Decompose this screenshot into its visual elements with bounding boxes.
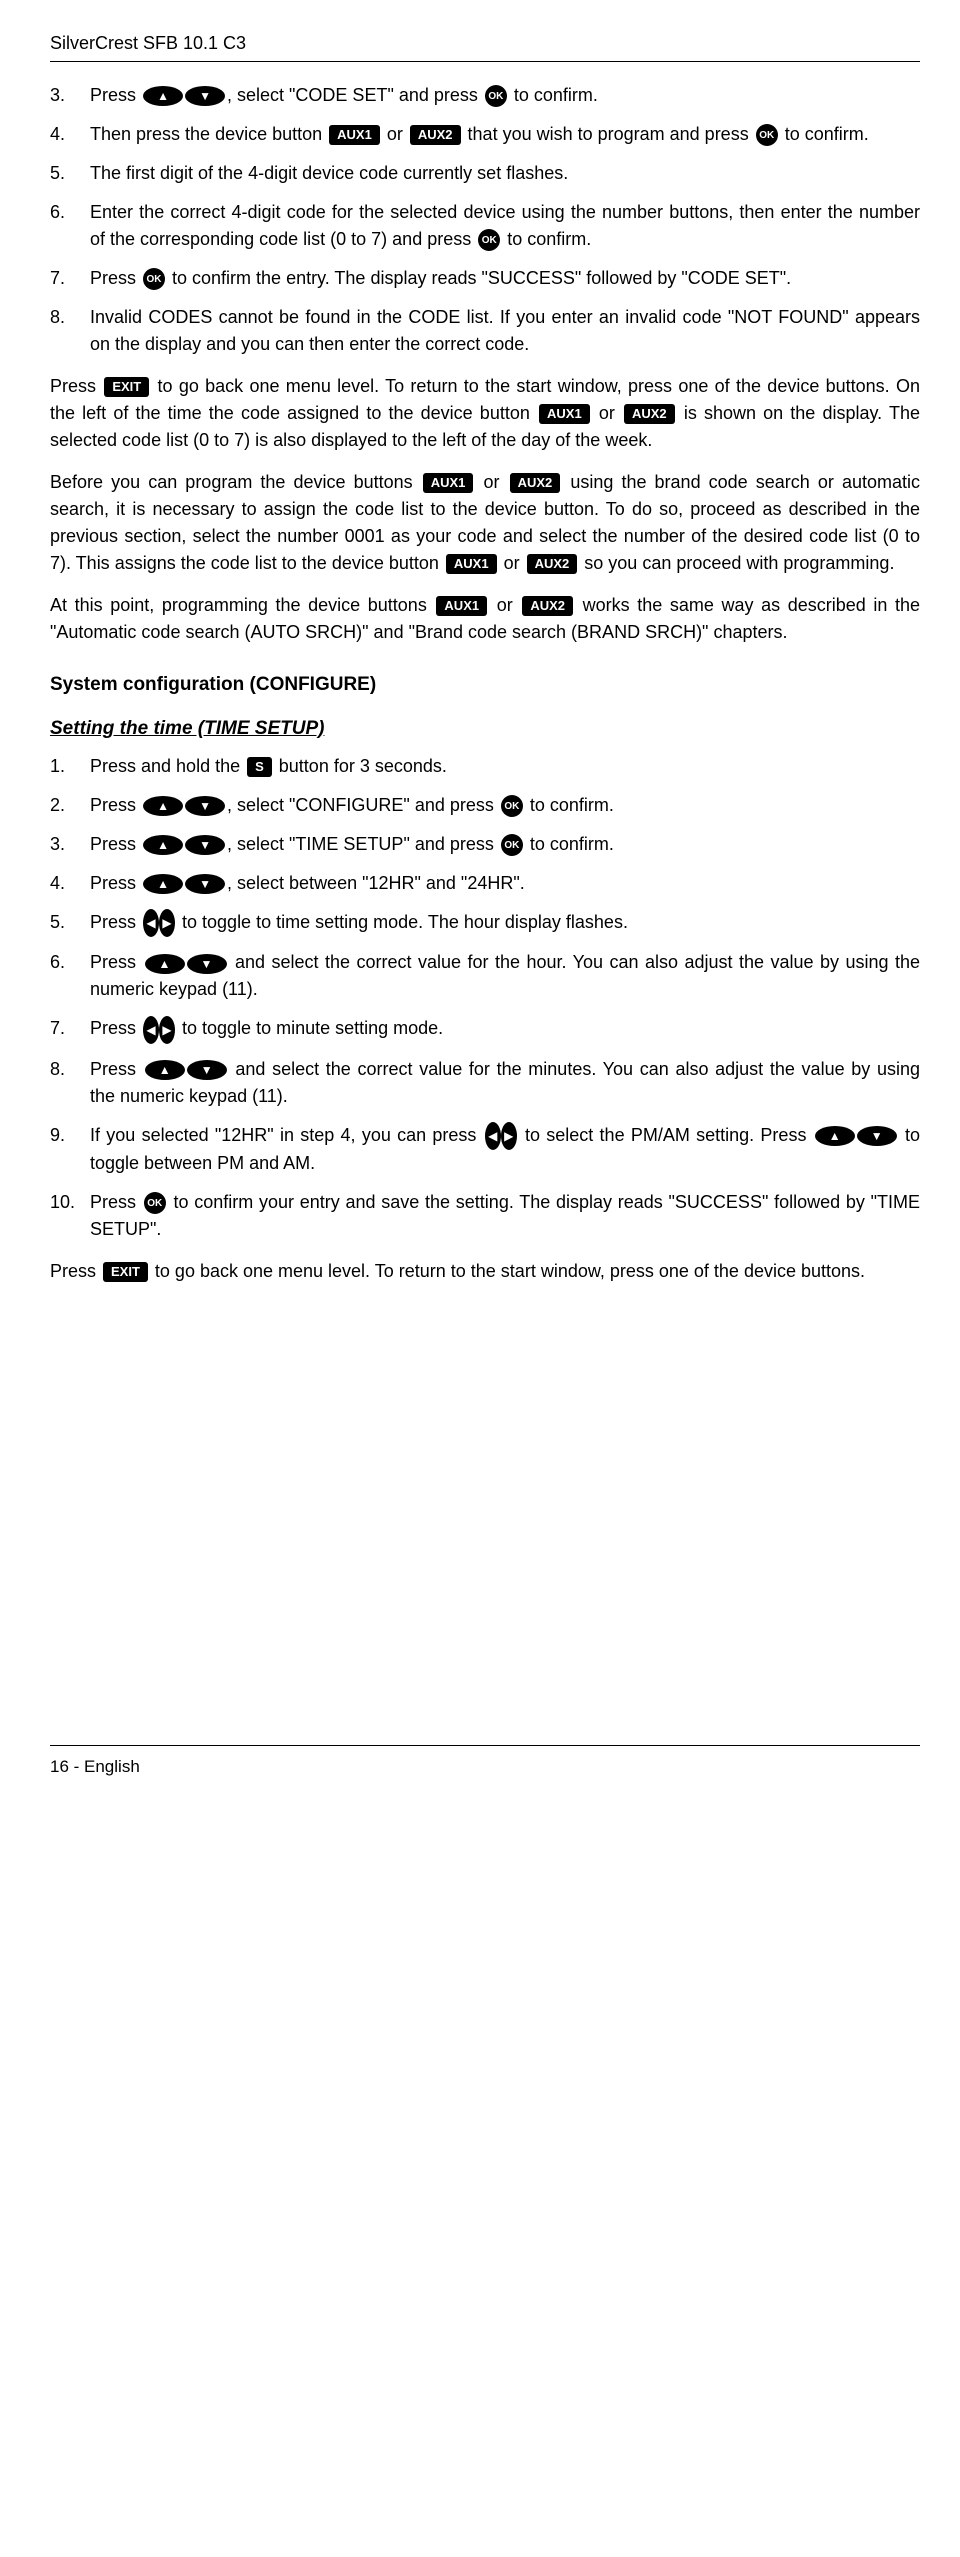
left-right-icon: ◀▶ <box>143 1016 175 1044</box>
page-header: SilverCrest SFB 10.1 C3 <box>50 30 920 62</box>
step-5: 5.The first digit of the 4-digit device … <box>50 160 920 187</box>
exit-icon: EXIT <box>103 1262 148 1282</box>
aux1-icon: AUX1 <box>539 404 590 424</box>
aux2-icon: AUX2 <box>410 125 461 145</box>
t-step-3: 3.Press ▲▼, select "TIME SETUP" and pres… <box>50 831 920 858</box>
up-down-icon: ▲▼ <box>145 1060 227 1080</box>
t-step-2: 2.Press ▲▼, select "CONFIGURE" and press… <box>50 792 920 819</box>
subsection-title: Setting the time (TIME SETUP) <box>50 715 920 744</box>
exit-icon: EXIT <box>104 377 149 397</box>
left-right-icon: ◀▶ <box>143 909 175 937</box>
up-down-icon: ▲▼ <box>143 835 225 855</box>
aux2-icon: AUX2 <box>624 404 675 424</box>
ok-icon: OK <box>144 1192 166 1214</box>
t-step-10: 10.Press OK to confirm your entry and sa… <box>50 1189 920 1243</box>
paragraph-1: Press EXIT to go back one menu level. To… <box>50 373 920 454</box>
ok-icon: OK <box>485 85 507 107</box>
ok-icon: OK <box>143 268 165 290</box>
ok-icon: OK <box>478 229 500 251</box>
paragraph-2: Before you can program the device button… <box>50 469 920 577</box>
t-step-8: 8.Press ▲▼ and select the correct value … <box>50 1056 920 1110</box>
up-down-icon: ▲▼ <box>815 1126 897 1146</box>
step-4: 4.Then press the device button AUX1 or A… <box>50 121 920 148</box>
instruction-list-2: 1.Press and hold the S button for 3 seco… <box>50 753 920 1243</box>
aux1-icon: AUX1 <box>329 125 380 145</box>
step-8: 8.Invalid CODES cannot be found in the C… <box>50 304 920 358</box>
ok-icon: OK <box>756 124 778 146</box>
page-footer: 16 - English <box>50 1745 920 1780</box>
aux1-icon: AUX1 <box>423 473 474 493</box>
ok-icon: OK <box>501 834 523 856</box>
aux1-icon: AUX1 <box>436 596 487 616</box>
up-down-icon: ▲▼ <box>143 86 225 106</box>
t-step-7: 7.Press ◀▶ to toggle to minute setting m… <box>50 1015 920 1043</box>
step-6: 6.Enter the correct 4-digit code for the… <box>50 199 920 253</box>
up-down-icon: ▲▼ <box>143 874 225 894</box>
aux1-icon: AUX1 <box>446 554 497 574</box>
instruction-list-1: 3.Press ▲▼, select "CODE SET" and press … <box>50 82 920 358</box>
ok-icon: OK <box>501 795 523 817</box>
step-7: 7.Press OK to confirm the entry. The dis… <box>50 265 920 292</box>
s-icon: S <box>247 757 272 777</box>
up-down-icon: ▲▼ <box>145 954 227 974</box>
up-down-icon: ▲▼ <box>143 796 225 816</box>
paragraph-3: At this point, programming the device bu… <box>50 592 920 646</box>
left-right-icon: ◀▶ <box>485 1122 517 1150</box>
aux2-icon: AUX2 <box>510 473 561 493</box>
t-step-4: 4.Press ▲▼, select between "12HR" and "2… <box>50 870 920 897</box>
t-step-9: 9.If you selected "12HR" in step 4, you … <box>50 1122 920 1177</box>
t-step-1: 1.Press and hold the S button for 3 seco… <box>50 753 920 780</box>
paragraph-4: Press EXIT to go back one menu level. To… <box>50 1258 920 1285</box>
t-step-5: 5.Press ◀▶ to toggle to time setting mod… <box>50 909 920 937</box>
aux2-icon: AUX2 <box>527 554 578 574</box>
aux2-icon: AUX2 <box>522 596 573 616</box>
t-step-6: 6.Press ▲▼ and select the correct value … <box>50 949 920 1003</box>
section-title: System configuration (CONFIGURE) <box>50 671 920 700</box>
step-3: 3.Press ▲▼, select "CODE SET" and press … <box>50 82 920 109</box>
